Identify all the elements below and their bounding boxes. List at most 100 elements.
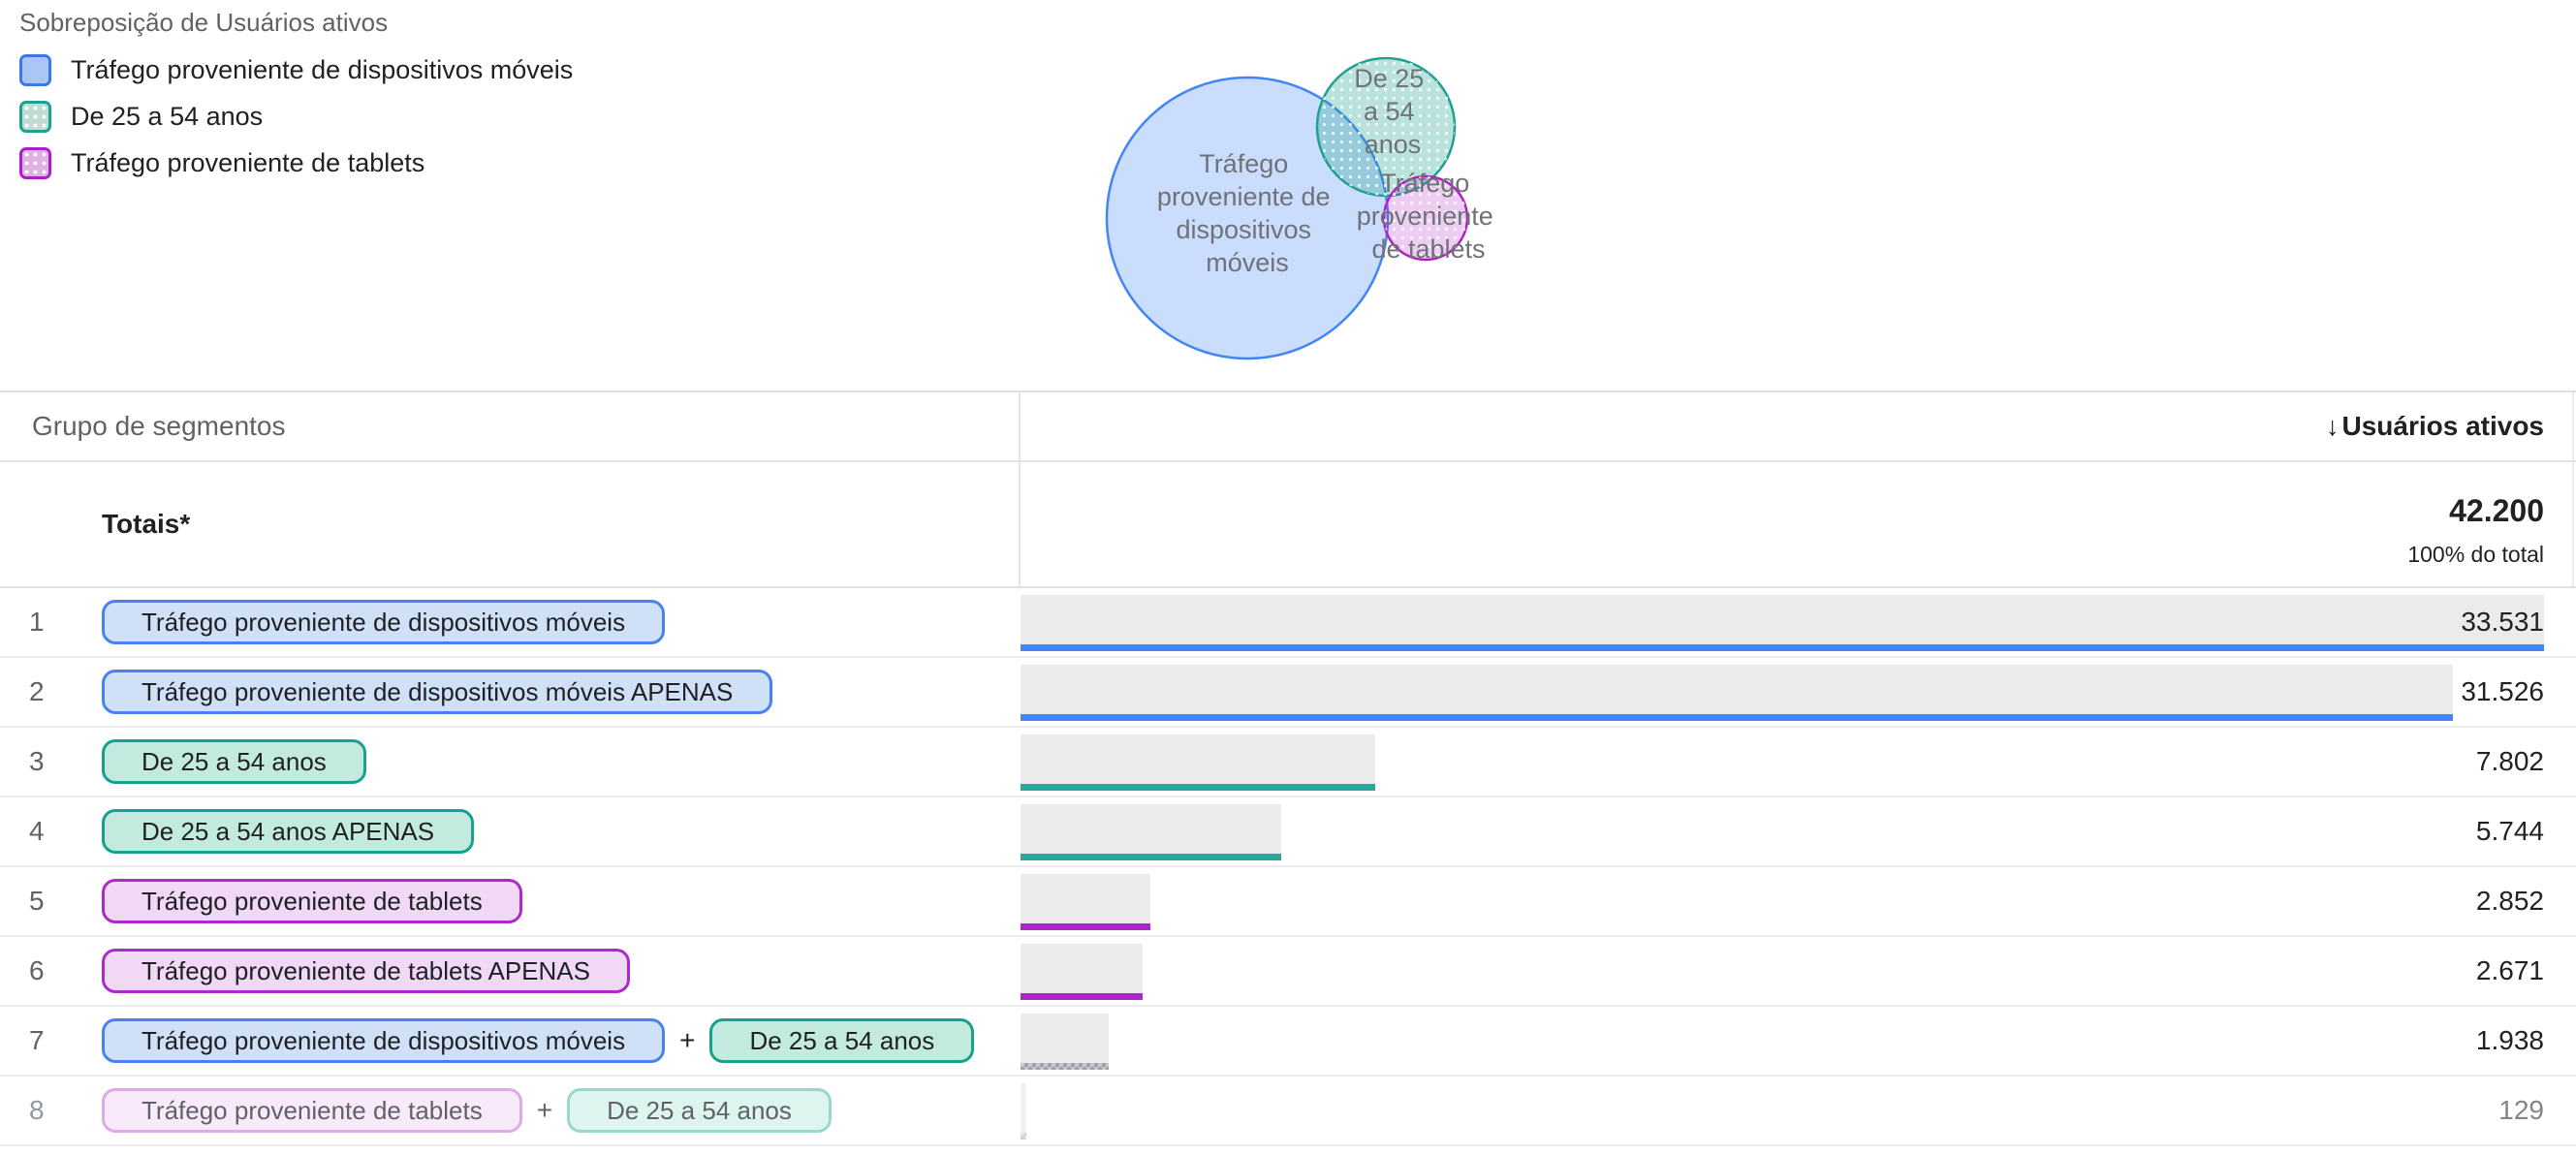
segment-chips: Tráfego proveniente de tablets APENAS xyxy=(102,937,630,1005)
bar-mobile-and-age xyxy=(1021,1014,1110,1070)
bar-tablets-only xyxy=(1021,944,1143,1000)
legend-label: Tráfego proveniente de dispositivos móve… xyxy=(71,54,574,84)
row-index: 1 xyxy=(29,607,45,637)
totals-value: 42.200 xyxy=(2449,493,2544,528)
segment-chips: De 25 a 54 anos APENAS xyxy=(102,797,475,865)
venn-label-age: De 25 a 54 anos xyxy=(1354,64,1431,159)
bar-track xyxy=(1021,665,2544,721)
bar-strip-purple xyxy=(1021,923,1150,930)
bar-strip-blue xyxy=(1021,644,2544,651)
bar-fill xyxy=(1021,734,1376,784)
totals-row: Totais* 42.200 100% do total xyxy=(0,462,2576,588)
venn-diagram: Tráfego proveniente de dispositivos móve… xyxy=(1008,0,1551,388)
bar-track xyxy=(1021,595,2544,651)
bar-fill xyxy=(1021,874,1150,923)
segment-chip[interactable]: De 25 a 54 anos xyxy=(709,1018,975,1063)
chart-title: Sobreposição de Usuários ativos xyxy=(19,8,389,37)
bar-fill xyxy=(1021,1014,1110,1063)
segment-chips: Tráfego proveniente de tablets xyxy=(102,867,522,935)
segment-chip[interactable]: Tráfego proveniente de tablets xyxy=(102,1088,522,1133)
bar-track xyxy=(1021,874,2544,930)
bar-track xyxy=(1021,1014,2544,1070)
totals-label: Totais* xyxy=(102,509,191,539)
bar-tablets xyxy=(1021,874,1150,930)
venn-label-mobile: Tráfego proveniente de dispositivos móve… xyxy=(1157,149,1337,277)
bar-fill xyxy=(1021,665,2453,714)
legend-item-age[interactable]: De 25 a 54 anos xyxy=(19,100,573,133)
legend-swatch-age-icon xyxy=(19,100,51,133)
bar-track xyxy=(1021,1083,2544,1139)
bar-strip-overlap xyxy=(1021,1063,1110,1070)
metric-column-header-sort[interactable]: ↓ Usuários ativos xyxy=(2326,392,2544,460)
metric-value: 1.938 xyxy=(2475,1025,2544,1055)
legend-item-tablets[interactable]: Tráfego proveniente de tablets xyxy=(19,146,573,179)
legend-label: Tráfego proveniente de tablets xyxy=(71,147,425,177)
legend-label: De 25 a 54 anos xyxy=(71,101,264,131)
segment-chip[interactable]: Tráfego proveniente de dispositivos móve… xyxy=(102,670,773,714)
segment-chip[interactable]: Tráfego proveniente de tablets xyxy=(102,879,522,923)
metric-value: 33.531 xyxy=(2461,607,2544,637)
bar-fill xyxy=(1021,1083,1027,1133)
segment-chip[interactable]: De 25 a 54 anos APENAS xyxy=(102,809,475,854)
bar-fill xyxy=(1021,595,2544,644)
row-index: 4 xyxy=(29,816,45,846)
table-row[interactable]: 8 Tráfego proveniente de tablets + De 25… xyxy=(0,1077,2576,1146)
table-row[interactable]: 2 Tráfego proveniente de dispositivos mó… xyxy=(0,658,2576,728)
metric-value: 5.744 xyxy=(2475,816,2544,846)
bar-track xyxy=(1021,804,2544,860)
metric-value: 7.802 xyxy=(2475,746,2544,776)
segment-chips: De 25 a 54 anos xyxy=(102,728,366,796)
bar-fill xyxy=(1021,944,1143,993)
plus-sign: + xyxy=(679,1025,696,1055)
legend-item-mobile[interactable]: Tráfego proveniente de dispositivos móve… xyxy=(19,53,573,86)
table-row[interactable]: 7 Tráfego proveniente de dispositivos mó… xyxy=(0,1007,2576,1077)
bar-track xyxy=(1021,734,2544,791)
venn-label-tablets: Tráfego proveniente de tablets xyxy=(1357,169,1501,264)
segment-chip[interactable]: De 25 a 54 anos xyxy=(567,1088,832,1133)
totals-percent: 100% do total xyxy=(2407,542,2544,567)
legend-swatch-tablets-icon xyxy=(19,146,51,179)
bar-age xyxy=(1021,734,1376,791)
segment-chip[interactable]: De 25 a 54 anos xyxy=(102,739,366,784)
segment-chip[interactable]: Tráfego proveniente de dispositivos móve… xyxy=(102,600,666,644)
table-row[interactable]: 3 De 25 a 54 anos 7.802 xyxy=(0,728,2576,797)
legend: Sobreposição de Usuários ativos Tráfego … xyxy=(19,8,573,193)
segments-table: Grupo de segmentos ↓ Usuários ativos Tot… xyxy=(0,390,2576,1146)
row-index: 6 xyxy=(29,955,45,985)
plus-sign: + xyxy=(536,1095,553,1125)
table-row[interactable]: 4 De 25 a 54 anos APENAS 5.744 xyxy=(0,797,2576,867)
segment-column-header: Grupo de segmentos xyxy=(32,411,286,441)
row-index: 5 xyxy=(29,886,45,916)
segment-chips: Tráfego proveniente de tablets + De 25 a… xyxy=(102,1077,832,1144)
segment-chips: Tráfego proveniente de dispositivos móve… xyxy=(102,588,666,656)
bar-strip-purple xyxy=(1021,993,1143,1000)
metric-value: 31.526 xyxy=(2461,676,2544,706)
segment-chips: Tráfego proveniente de dispositivos móve… xyxy=(102,658,773,726)
metric-value: 2.671 xyxy=(2475,955,2544,985)
bar-fill xyxy=(1021,804,1281,854)
metric-column-label: Usuários ativos xyxy=(2341,411,2544,441)
segment-chips: Tráfego proveniente de dispositivos móve… xyxy=(102,1007,975,1075)
row-index: 7 xyxy=(29,1025,45,1055)
segment-chip[interactable]: Tráfego proveniente de tablets APENAS xyxy=(102,949,630,993)
segment-chip[interactable]: Tráfego proveniente de dispositivos móve… xyxy=(102,1018,666,1063)
bar-strip-teal xyxy=(1021,854,1281,860)
row-index: 2 xyxy=(29,676,45,706)
table-row[interactable]: 6 Tráfego proveniente de tablets APENAS … xyxy=(0,937,2576,1007)
table-header: Grupo de segmentos ↓ Usuários ativos xyxy=(0,392,2576,462)
table-row[interactable]: 1 Tráfego proveniente de dispositivos mó… xyxy=(0,588,2576,658)
metric-value: 129 xyxy=(2498,1095,2544,1125)
legend-swatch-mobile-icon xyxy=(19,53,51,86)
metric-value: 2.852 xyxy=(2475,886,2544,916)
bar-track xyxy=(1021,944,2544,1000)
bar-mobile xyxy=(1021,595,2544,651)
bar-strip-blue xyxy=(1021,714,2453,721)
venn-circle-tablets-pattern xyxy=(1384,176,1467,260)
bar-strip-overlap xyxy=(1021,1133,1027,1139)
table-row[interactable]: 5 Tráfego proveniente de tablets 2.852 xyxy=(0,867,2576,937)
bar-mobile-only xyxy=(1021,665,2453,721)
bar-strip-teal xyxy=(1021,784,1376,791)
sort-descending-icon: ↓ xyxy=(2325,411,2340,441)
bar-age-only xyxy=(1021,804,1281,860)
